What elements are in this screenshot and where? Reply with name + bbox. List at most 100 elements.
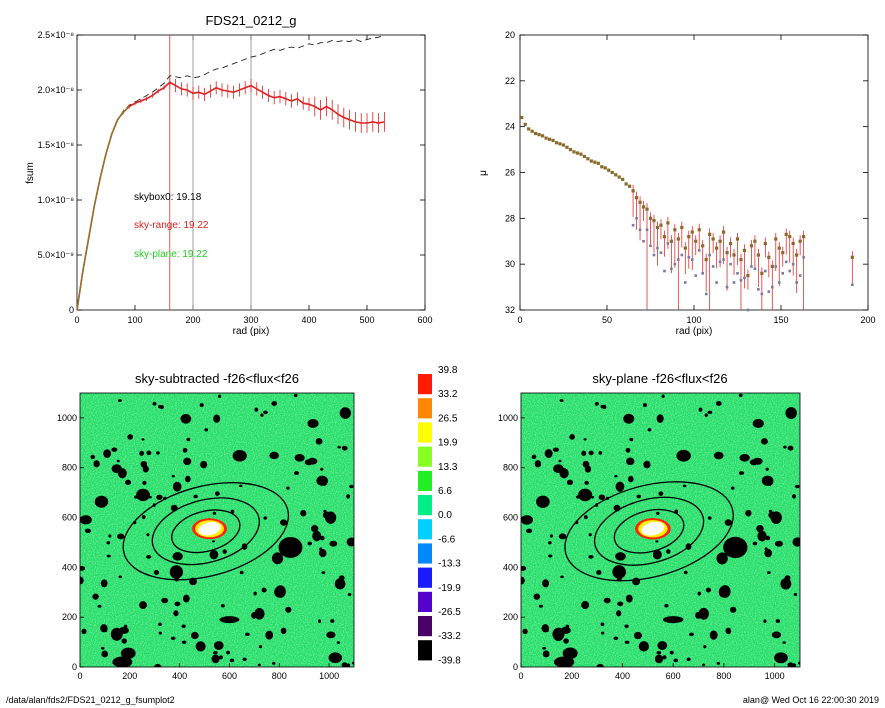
mu-point <box>572 150 576 154</box>
source-blob <box>775 619 781 623</box>
fsum-ytick-label: 2.0×10⁻⁸ <box>38 85 75 95</box>
source-blob <box>229 658 235 663</box>
source-blob <box>795 484 800 489</box>
mu-point <box>655 225 660 230</box>
source-blob <box>158 622 162 627</box>
sky-plane-ticks: 0 200 400 600 800 1000 0 200 400 600 800 1000 <box>498 413 785 681</box>
source-blob <box>749 459 759 466</box>
aperture-ellipse <box>151 497 260 566</box>
source-blob <box>269 451 279 460</box>
mu-point <box>589 159 593 163</box>
source-blob <box>211 540 215 543</box>
source-blob <box>125 479 132 485</box>
source-blob <box>106 554 111 558</box>
source-blob <box>161 597 169 604</box>
source-blob <box>200 460 208 469</box>
source-blob <box>254 407 259 412</box>
source-blob <box>549 534 553 538</box>
source-blob <box>211 654 220 664</box>
source-blob <box>664 604 669 608</box>
sky-subtracted-ticks: 0 200 400 600 800 1000 0 200 400 600 800 1000 <box>57 413 339 681</box>
source-blob <box>780 578 792 590</box>
source-blob <box>111 464 122 473</box>
source-blob <box>745 509 752 517</box>
source-blob <box>199 403 204 408</box>
source-blob <box>669 650 674 655</box>
mu-point <box>638 200 642 204</box>
mu-point-alt <box>788 269 791 273</box>
colorbar-label: -13.3 <box>438 559 461 570</box>
source-blob <box>146 450 152 456</box>
mu-point-alt <box>743 276 746 280</box>
image-ytick-label: 400 <box>503 562 518 572</box>
source-blob <box>81 628 87 635</box>
source-blob <box>533 593 541 600</box>
elongated-source <box>219 616 240 624</box>
mu-point <box>596 161 600 165</box>
source-blob <box>652 549 662 560</box>
source-blob <box>757 530 767 542</box>
mu-point <box>603 166 607 170</box>
mu-point-alt <box>739 278 743 282</box>
source-blob <box>329 540 338 547</box>
source-blob <box>181 640 187 644</box>
source-blob <box>547 541 552 545</box>
source-blob <box>584 515 588 520</box>
colorbar-swatch <box>418 422 432 443</box>
mu-point <box>749 244 754 248</box>
source-blob <box>120 647 136 659</box>
source-blob <box>730 606 737 613</box>
source-blob <box>542 646 547 650</box>
mu-point-alt <box>680 253 684 257</box>
mu-point-alt <box>631 223 635 227</box>
mu-point-alt <box>722 258 725 261</box>
galaxy-core <box>198 521 221 536</box>
source-blob <box>92 593 99 600</box>
source-blob <box>172 552 183 561</box>
mu-point-alt <box>673 262 677 266</box>
source-blob <box>603 597 611 604</box>
fsum-ylabel: fsum <box>25 162 36 184</box>
mu-xtick-label: 100 <box>686 315 701 325</box>
mu-point-alt <box>791 262 795 266</box>
source-blob <box>253 591 257 596</box>
source-blob <box>238 484 243 488</box>
colorbar-label: 13.3 <box>438 462 458 473</box>
source-blob <box>559 399 564 402</box>
mu-point <box>520 115 524 120</box>
source-blob <box>232 449 247 462</box>
mu-ytick-label: 28 <box>505 213 515 223</box>
source-blob <box>666 549 671 554</box>
image-ytick-label: 600 <box>62 513 77 523</box>
sky-plane-title: sky-plane -f26<flux<f26 <box>592 371 727 386</box>
mu-point-alt <box>701 272 704 275</box>
source-blob <box>558 533 567 540</box>
source-blob <box>226 650 231 655</box>
mu-point <box>680 225 684 230</box>
mu-point-alt <box>750 265 753 268</box>
sky-subtracted-frame <box>79 392 355 668</box>
colorbar-label: -6.6 <box>438 534 456 545</box>
source-blob <box>560 626 571 634</box>
mu-point-alt <box>708 253 711 257</box>
mu-point <box>708 232 712 236</box>
mu-point-alt <box>659 251 663 255</box>
source-blob <box>118 575 123 579</box>
source-blob <box>544 449 553 458</box>
source-blob <box>259 644 263 649</box>
mu-point <box>725 251 729 255</box>
source-blob <box>80 515 92 525</box>
source-blob <box>261 587 267 593</box>
mu-point-alt <box>649 244 652 248</box>
source-blob <box>169 565 184 579</box>
mu-point <box>784 232 788 236</box>
source-blob <box>186 437 191 442</box>
image-xtick-label: 0 <box>518 671 523 681</box>
mu-point-alt <box>690 258 694 261</box>
source-blob <box>623 413 635 424</box>
sky-subtracted-sources <box>80 393 354 667</box>
source-blob <box>212 511 217 515</box>
source-blob <box>154 663 162 667</box>
source-blob <box>286 486 290 490</box>
mu-point <box>662 235 667 239</box>
